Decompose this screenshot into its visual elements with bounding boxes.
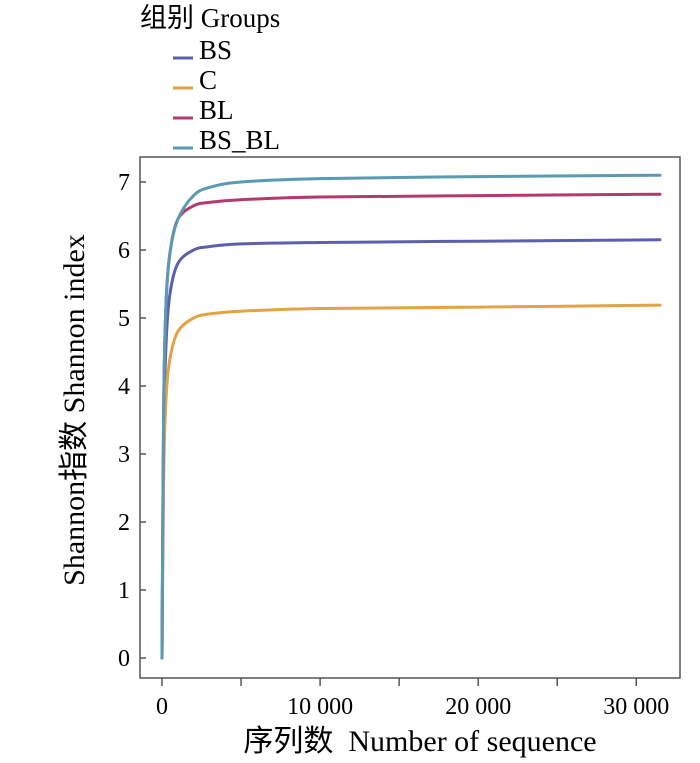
legend-item: C	[173, 65, 217, 95]
x-tick-label: 20 000	[445, 694, 511, 720]
plot-frame	[139, 156, 681, 679]
x-tick-label: 30 000	[603, 694, 669, 720]
legend-label: BS_BL	[199, 125, 280, 155]
series-line-c	[160, 303, 662, 660]
series-line-bs	[160, 238, 662, 660]
y-tick-label: 0	[118, 646, 130, 672]
y-tick-label: 5	[118, 306, 130, 332]
x-axis-ticks: 0 10 000 20 000 30 000	[156, 678, 669, 720]
y-tick-label: 4	[118, 374, 130, 400]
y-tick-label: 6	[118, 238, 130, 264]
series-lines	[160, 173, 662, 660]
legend-label: BS	[199, 35, 232, 65]
legend-item: BS	[173, 35, 232, 65]
legend-label: C	[199, 65, 217, 95]
y-tick-label: 3	[118, 442, 130, 468]
legend-title: 组别 Groups	[140, 3, 280, 33]
series-line-bl	[160, 192, 662, 660]
x-tick-label: 10 000	[287, 694, 353, 720]
y-tick-label: 1	[118, 578, 130, 604]
x-axis-label: 序列数 Number of sequence	[243, 725, 596, 758]
legend-label: BL	[199, 95, 234, 125]
y-tick-label: 2	[118, 510, 130, 536]
y-axis-ticks: 0 1 2 3 4 5 6 7	[118, 170, 146, 672]
y-axis-label: Shannon指数 Shannon index	[58, 234, 91, 586]
legend-item: BL	[173, 95, 234, 125]
x-tick-label: 0	[156, 694, 168, 720]
series-line-bs-bl	[160, 173, 662, 660]
legend-item: BS_BL	[173, 125, 280, 155]
y-tick-label: 7	[118, 170, 130, 196]
